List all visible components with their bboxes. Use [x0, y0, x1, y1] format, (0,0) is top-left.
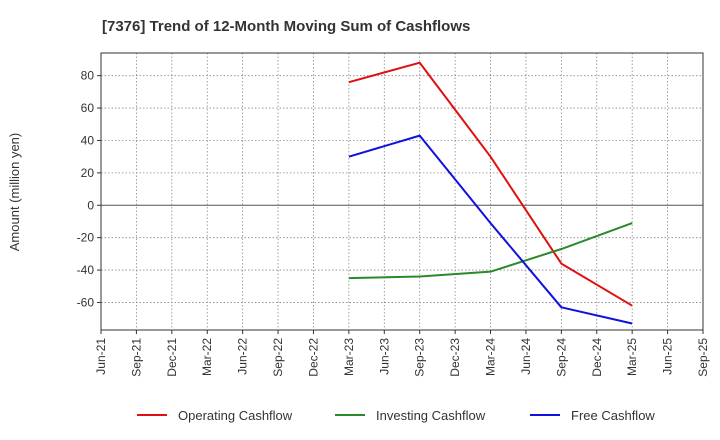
plot-frame [100, 52, 704, 331]
x-tick-label: Mar-24 [484, 338, 498, 376]
x-tick-label: Jun-23 [377, 338, 391, 375]
x-tick-label: Mar-22 [200, 338, 214, 376]
series-layer [348, 61, 633, 325]
y-tick-label: 40 [81, 133, 95, 147]
y-tick-label: 20 [81, 166, 95, 180]
x-tick-label: Jun-22 [236, 338, 250, 375]
y-tick-label: 80 [81, 69, 95, 83]
y-tick-label: -60 [77, 295, 95, 309]
x-tick-label: Jun-24 [519, 338, 533, 375]
series-line-operating-cashflow [348, 61, 633, 307]
x-tick-label: Mar-23 [342, 338, 356, 376]
x-tick-label: Dec-21 [165, 338, 179, 377]
y-axis-label: Amount (million yen) [7, 133, 22, 252]
x-tick-label: Sep-24 [554, 338, 568, 377]
x-tick-label: Sep-22 [271, 338, 285, 377]
x-tick-label: Mar-25 [625, 338, 639, 376]
y-tick-label: 0 [87, 198, 94, 212]
series-line-investing-cashflow [348, 222, 633, 280]
x-tick-label: Dec-23 [448, 338, 462, 377]
x-tick-label: Jun-21 [94, 338, 108, 375]
x-tick-label: Dec-22 [306, 338, 320, 377]
series-line-free-cashflow [348, 134, 633, 325]
x-tick-label: Jun-25 [661, 338, 675, 375]
x-tick-label: Sep-25 [696, 338, 710, 377]
y-tick-label: 60 [81, 101, 95, 115]
x-tick-label: Sep-23 [413, 338, 427, 377]
legend: Operating Cashflow Investing Cashflow Free… [137, 408, 655, 423]
axis-layer: Jun-21 Sep-21 Dec-21 Mar-22 Jun-22 Sep-22 Dec-… [77, 52, 710, 377]
x-tick-label: Sep-21 [129, 338, 143, 377]
grid-layer [100, 53, 704, 330]
chart-title: [7376] Trend of 12-Month Moving Sum of C… [102, 18, 470, 35]
x-tick-label: Dec-24 [590, 338, 604, 377]
legend-label: Free Cashflow [571, 408, 655, 423]
legend-label: Investing Cashflow [376, 408, 486, 423]
y-tick-label: -20 [77, 231, 95, 245]
y-tick-label: -40 [77, 263, 95, 277]
legend-label: Operating Cashflow [178, 408, 293, 423]
